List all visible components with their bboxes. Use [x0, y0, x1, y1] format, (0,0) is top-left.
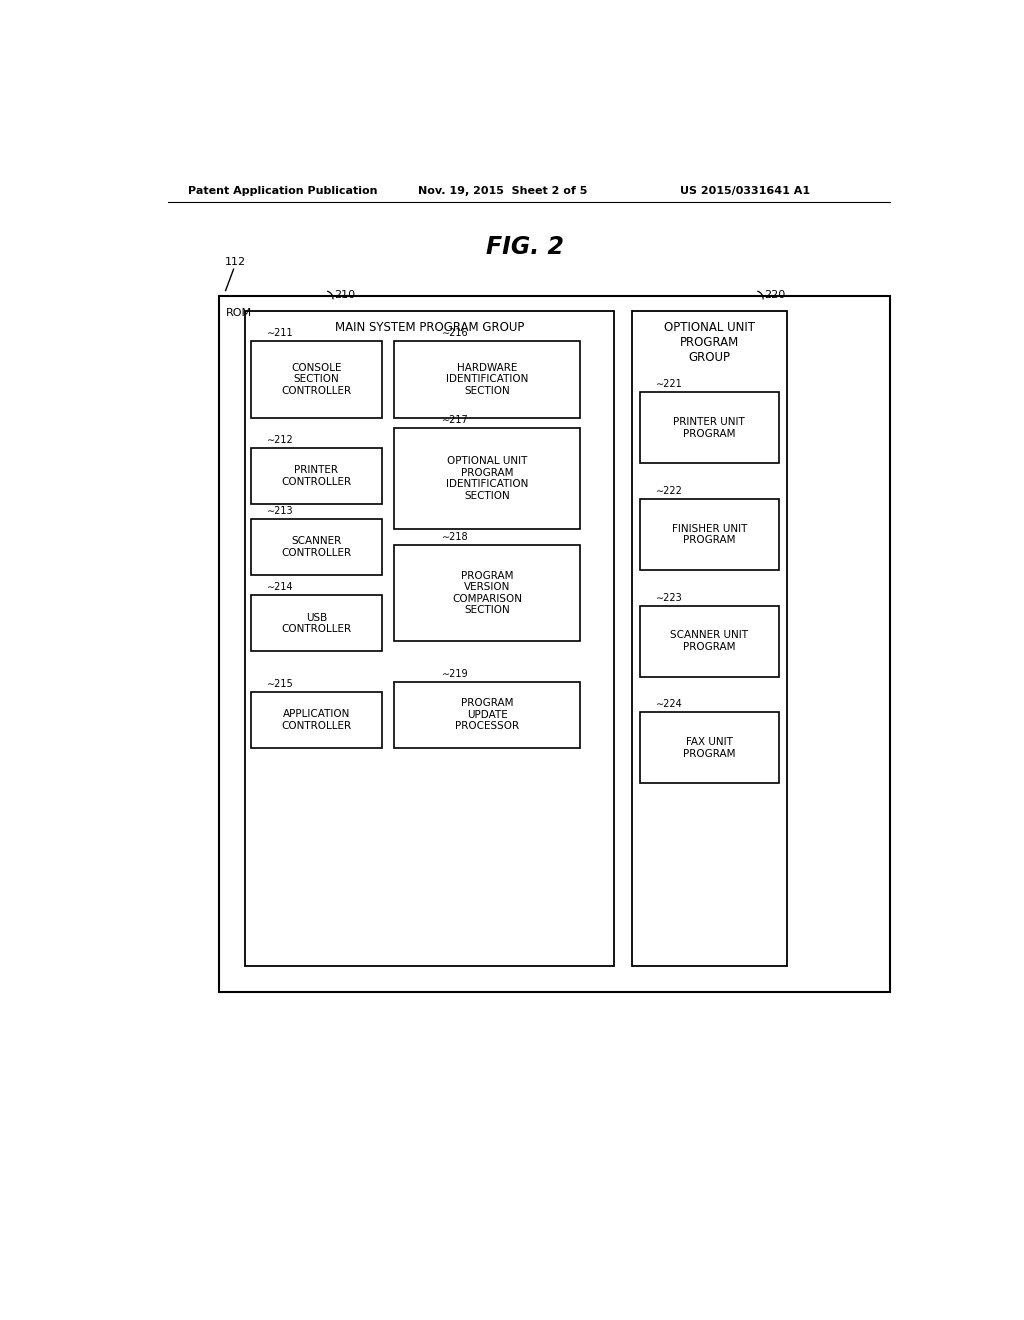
Bar [640, 499, 779, 570]
Text: ∼216: ∼216 [441, 329, 468, 338]
Text: OPTIONAL UNIT
PROGRAM
GROUP: OPTIONAL UNIT PROGRAM GROUP [664, 321, 755, 364]
Text: SCANNER UNIT
PROGRAM: SCANNER UNIT PROGRAM [671, 631, 749, 652]
Bar [219, 296, 890, 991]
Text: ∼221: ∼221 [655, 379, 682, 389]
Text: OPTIONAL UNIT
PROGRAM
IDENTIFICATION
SECTION: OPTIONAL UNIT PROGRAM IDENTIFICATION SEC… [445, 457, 528, 502]
Bar [394, 428, 581, 529]
Text: HARDWARE
IDENTIFICATION
SECTION: HARDWARE IDENTIFICATION SECTION [445, 363, 528, 396]
Text: ∼224: ∼224 [655, 700, 682, 709]
Text: PROGRAM
VERSION
COMPARISON
SECTION: PROGRAM VERSION COMPARISON SECTION [453, 570, 522, 615]
Text: US 2015/0331641 A1: US 2015/0331641 A1 [680, 186, 810, 195]
Text: ∼212: ∼212 [267, 436, 294, 445]
Text: ∼214: ∼214 [267, 582, 294, 593]
Text: PROGRAM
UPDATE
PROCESSOR: PROGRAM UPDATE PROCESSOR [455, 698, 519, 731]
Text: APPLICATION
CONTROLLER: APPLICATION CONTROLLER [282, 709, 351, 731]
Bar [394, 342, 581, 417]
Text: 112: 112 [225, 257, 246, 267]
Text: ∼211: ∼211 [267, 329, 294, 338]
Bar [251, 519, 382, 576]
Bar [251, 342, 382, 417]
Text: MAIN SYSTEM PROGRAM GROUP: MAIN SYSTEM PROGRAM GROUP [335, 321, 524, 334]
Bar [640, 606, 779, 677]
Bar [632, 312, 786, 966]
Text: FAX UNIT
PROGRAM: FAX UNIT PROGRAM [683, 737, 735, 759]
Bar [251, 595, 382, 651]
Text: Nov. 19, 2015  Sheet 2 of 5: Nov. 19, 2015 Sheet 2 of 5 [418, 186, 587, 195]
Text: ∼213: ∼213 [267, 506, 294, 516]
Text: ∼219: ∼219 [441, 669, 468, 678]
Text: CONSOLE
SECTION
CONTROLLER: CONSOLE SECTION CONTROLLER [282, 363, 351, 396]
Text: 210: 210 [334, 289, 355, 300]
Text: ∼222: ∼222 [655, 486, 683, 496]
Text: PRINTER
CONTROLLER: PRINTER CONTROLLER [282, 465, 351, 487]
Bar [251, 692, 382, 748]
Text: ∼217: ∼217 [441, 414, 468, 425]
Text: PRINTER UNIT
PROGRAM: PRINTER UNIT PROGRAM [674, 417, 745, 438]
Bar [394, 682, 581, 748]
Text: ∼223: ∼223 [655, 593, 682, 602]
Bar [640, 713, 779, 784]
Bar [640, 392, 779, 463]
Text: FINISHER UNIT
PROGRAM: FINISHER UNIT PROGRAM [672, 524, 746, 545]
Text: Patent Application Publication: Patent Application Publication [187, 186, 377, 195]
Bar [251, 447, 382, 504]
Bar [246, 312, 614, 966]
Text: ROM: ROM [225, 308, 252, 318]
Text: FIG. 2: FIG. 2 [485, 235, 564, 259]
Text: ∼218: ∼218 [441, 532, 468, 541]
Text: SCANNER
CONTROLLER: SCANNER CONTROLLER [282, 536, 351, 558]
Text: USB
CONTROLLER: USB CONTROLLER [282, 612, 351, 634]
Text: ∼215: ∼215 [267, 678, 294, 689]
Bar [394, 545, 581, 642]
Text: 220: 220 [765, 289, 785, 300]
